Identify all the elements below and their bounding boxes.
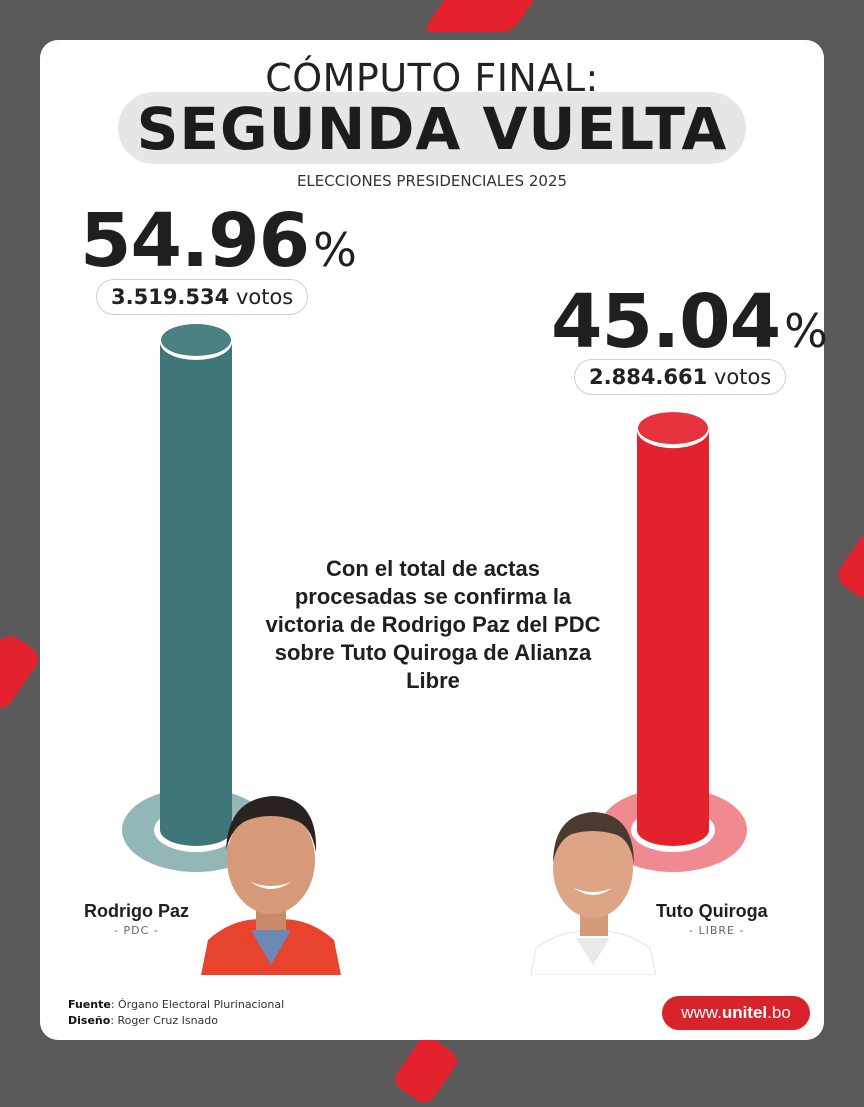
result-message: Con el total de actas procesadas se conf… <box>265 556 601 693</box>
votes-badge-quiroga: 2.884.661 votos <box>574 359 787 395</box>
votes-badge-paz: 3.519.534 votos <box>96 279 309 315</box>
bar-top-cap <box>638 412 708 445</box>
avatar-rodrigo-paz <box>196 780 346 975</box>
bar-body <box>160 342 232 830</box>
votes-count-paz: 3.519.534 <box>111 285 230 309</box>
footer-design: Diseño: Roger Cruz Isnado <box>68 1014 218 1027</box>
votes-suffix-paz: votos <box>235 285 294 309</box>
avatar-tuto-quiroga <box>526 790 661 975</box>
bar-bottom-cap <box>160 814 232 846</box>
page-title: SEGUNDA VUELTA <box>136 95 728 163</box>
percent-sign-quiroga: % <box>784 304 828 358</box>
percent-label-paz: 54.96% <box>80 198 357 284</box>
title-pill <box>118 92 746 164</box>
candidate-name-paz: Rodrigo Paz <box>84 901 190 921</box>
candidate-party-paz: - PDC - <box>114 924 159 937</box>
brand-prefix: www. <box>681 1003 722 1022</box>
votes-suffix-quiroga: votos <box>713 365 772 389</box>
bar-body <box>637 430 709 830</box>
footer-source-label: Fuente <box>68 998 111 1011</box>
page-subtitle: ELECCIONES PRESIDENCIALES 2025 <box>296 172 568 190</box>
percent-label-quiroga: 45.04% <box>551 279 828 365</box>
footer-design-label: Diseño <box>68 1014 111 1027</box>
percent-value-quiroga: 45.04 <box>551 279 781 365</box>
brand-name: unitel <box>721 1003 768 1022</box>
brand-link[interactable]: www.unitel.bo <box>662 996 810 1030</box>
bar-top-cap <box>161 324 231 356</box>
candidate-name-quiroga: Tuto Quiroga <box>656 901 768 921</box>
footer-source-value: : Órgano Electoral Plurinacional <box>110 998 285 1011</box>
candidate-party-quiroga: - LIBRE - <box>689 924 745 937</box>
bar-bottom-cap <box>637 814 709 846</box>
brand-suffix: .bo <box>767 1003 791 1022</box>
percent-value-paz: 54.96 <box>80 198 310 284</box>
footer-design-value: : Roger Cruz Isnado <box>110 1014 219 1027</box>
footer-source: Fuente: Órgano Electoral Plurinacional <box>68 998 284 1011</box>
bar-quiroga <box>599 412 747 872</box>
percent-sign-paz: % <box>313 223 357 277</box>
votes-count-quiroga: 2.884.661 <box>589 365 708 389</box>
results-chart <box>122 324 747 872</box>
